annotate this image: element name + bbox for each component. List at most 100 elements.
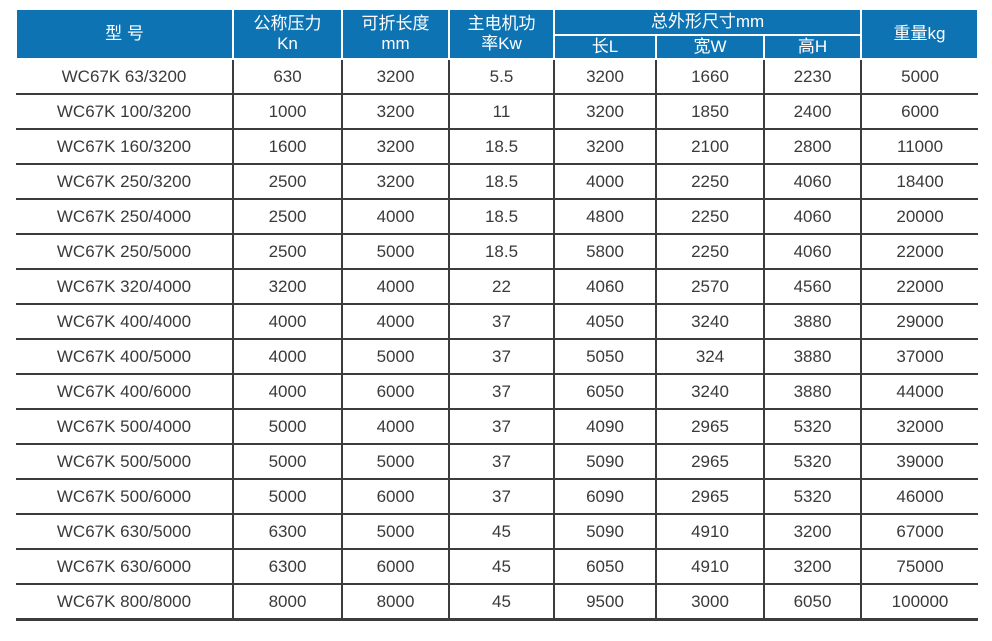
weight-cell: 39000 <box>860 444 979 480</box>
fold-length-cell: 3200 <box>341 59 449 95</box>
header-fold-length-line2: mm <box>381 34 410 53</box>
header-overall-dimensions: 总外形尺寸mm <box>552 8 863 36</box>
dim-height-cell: 3880 <box>762 374 862 410</box>
model-cell: WC67K 400/4000 <box>16 304 233 340</box>
model-cell: WC67K 630/5000 <box>16 514 233 550</box>
model-cell: WC67K 800/8000 <box>16 584 233 621</box>
motor-power-cell: 18.5 <box>448 199 554 235</box>
dim-height-cell: 2230 <box>762 59 862 95</box>
fold-length-cell: 4000 <box>341 269 449 305</box>
weight-cell: 37000 <box>860 339 979 375</box>
header-nominal-pressure: 公称压力 Kn <box>232 8 343 60</box>
header-motor-power: 主电机功 率Kw <box>448 8 555 60</box>
dim-length-cell: 6050 <box>553 374 656 410</box>
header-dim-width: 宽W <box>655 34 765 60</box>
dim-height-cell: 4060 <box>762 164 862 200</box>
dim-width-cell: 1850 <box>655 94 764 130</box>
table-row: WC67K 160/3200 1600 3200 18.5 3200 2100 2800 11… <box>16 129 979 165</box>
pressure-cell: 5000 <box>232 444 342 480</box>
model-cell: WC67K 250/5000 <box>16 234 233 270</box>
fold-length-cell: 6000 <box>341 479 449 515</box>
table-row: WC67K 250/5000 2500 5000 18.5 5800 2250 4060 22… <box>16 234 979 270</box>
pressure-cell: 630 <box>232 59 342 95</box>
model-cell: WC67K 500/5000 <box>16 444 233 480</box>
weight-cell: 5000 <box>860 59 979 95</box>
dim-width-cell: 4910 <box>655 549 764 585</box>
dim-width-cell: 1660 <box>655 59 764 95</box>
header-nominal-pressure-line1: 公称压力 <box>253 14 322 34</box>
dim-length-cell: 4090 <box>553 409 656 445</box>
pressure-cell: 1600 <box>232 129 342 165</box>
dim-width-cell: 3240 <box>655 374 764 410</box>
dim-width-cell: 2570 <box>655 269 764 305</box>
model-cell: WC67K 100/3200 <box>16 94 233 130</box>
dim-length-cell: 4800 <box>553 199 656 235</box>
table-row: WC67K 400/5000 4000 5000 37 5050 324 3880 37000 <box>16 339 979 375</box>
model-cell: WC67K 160/3200 <box>16 129 233 165</box>
motor-power-cell: 5.5 <box>448 59 554 95</box>
pressure-cell: 1000 <box>232 94 342 130</box>
table-row: WC67K 320/4000 3200 4000 22 4060 2570 4560 2200… <box>16 269 979 305</box>
weight-cell: 75000 <box>860 549 979 585</box>
table-row: WC67K 500/4000 5000 4000 37 4090 2965 5320 3200… <box>16 409 979 445</box>
pressure-cell: 4000 <box>232 374 342 410</box>
dim-width-cell: 2965 <box>655 444 764 480</box>
dim-height-cell: 5320 <box>762 479 862 515</box>
fold-length-cell: 4000 <box>341 199 449 235</box>
pressure-cell: 3200 <box>232 269 342 305</box>
dim-length-cell: 4050 <box>553 304 656 340</box>
pressure-cell: 5000 <box>232 479 342 515</box>
motor-power-cell: 18.5 <box>448 164 554 200</box>
motor-power-cell: 37 <box>448 444 554 480</box>
model-cell: WC67K 500/4000 <box>16 409 233 445</box>
spec-table: 型 号 公称压力 Kn 可折长度 mm 主电机功 率Kw 总外形尺寸mm 重量k… <box>15 8 980 621</box>
pressure-cell: 6300 <box>232 514 342 550</box>
table-row: WC67K 630/5000 6300 5000 45 5090 4910 3200 6700… <box>16 514 979 550</box>
model-cell: WC67K 63/3200 <box>16 59 233 95</box>
weight-cell: 6000 <box>860 94 979 130</box>
pressure-cell: 8000 <box>232 584 342 621</box>
dim-height-cell: 3200 <box>762 549 862 585</box>
motor-power-cell: 37 <box>448 304 554 340</box>
dim-height-cell: 4060 <box>762 234 862 270</box>
header-motor-power-line2: 率Kw <box>481 34 522 53</box>
table-row: WC67K 630/6000 6300 6000 45 6050 4910 3200 7500… <box>16 549 979 585</box>
header-weight: 重量kg <box>860 8 980 60</box>
header-nominal-pressure-line2: Kn <box>277 34 298 53</box>
header-dim-height: 高H <box>762 34 863 60</box>
dim-height-cell: 4060 <box>762 199 862 235</box>
dim-height-cell: 4560 <box>762 269 862 305</box>
table-row: WC67K 500/5000 5000 5000 37 5090 2965 5320 3900… <box>16 444 979 480</box>
header-fold-length: 可折长度 mm <box>341 8 450 60</box>
table-row: WC67K 800/8000 8000 8000 45 9500 3000 6050 1000… <box>16 584 979 621</box>
dim-width-cell: 2250 <box>655 199 764 235</box>
spec-table-header: 型 号 公称压力 Kn 可折长度 mm 主电机功 率Kw 总外形尺寸mm 重量k… <box>15 8 980 60</box>
dim-width-cell: 3240 <box>655 304 764 340</box>
pressure-cell: 2500 <box>232 199 342 235</box>
weight-cell: 44000 <box>860 374 979 410</box>
weight-cell: 46000 <box>860 479 979 515</box>
header-fold-length-line1: 可折长度 <box>361 14 430 34</box>
motor-power-cell: 37 <box>448 374 554 410</box>
dim-length-cell: 6050 <box>553 549 656 585</box>
model-cell: WC67K 500/6000 <box>16 479 233 515</box>
pressure-cell: 2500 <box>232 234 342 270</box>
motor-power-cell: 11 <box>448 94 554 130</box>
weight-cell: 67000 <box>860 514 979 550</box>
table-row: WC67K 250/3200 2500 3200 18.5 4000 2250 4060 18… <box>16 164 979 200</box>
fold-length-cell: 3200 <box>341 129 449 165</box>
pressure-cell: 2500 <box>232 164 342 200</box>
dim-height-cell: 2400 <box>762 94 862 130</box>
model-cell: WC67K 630/6000 <box>16 549 233 585</box>
fold-length-cell: 6000 <box>341 374 449 410</box>
table-row: WC67K 100/3200 1000 3200 11 3200 1850 2400 6000 <box>16 94 979 130</box>
weight-cell: 20000 <box>860 199 979 235</box>
fold-length-cell: 5000 <box>341 514 449 550</box>
dim-height-cell: 5320 <box>762 409 862 445</box>
dim-height-cell: 3200 <box>762 514 862 550</box>
spec-table-container: 型 号 公称压力 Kn 可折长度 mm 主电机功 率Kw 总外形尺寸mm 重量k… <box>15 8 980 621</box>
motor-power-cell: 45 <box>448 584 554 621</box>
motor-power-cell: 45 <box>448 549 554 585</box>
table-row: WC67K 400/4000 4000 4000 37 4050 3240 3880 2900… <box>16 304 979 340</box>
model-cell: WC67K 250/4000 <box>16 199 233 235</box>
